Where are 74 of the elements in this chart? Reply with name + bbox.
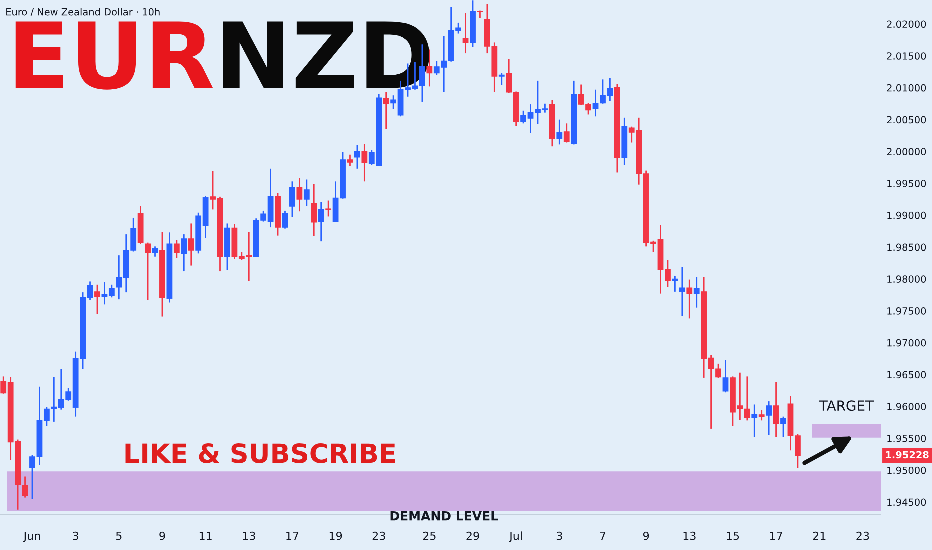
x-tick-label: Jun [23,532,40,542]
y-tick-label: 2.02000 [887,20,926,28]
band-label: DEMAND LEVEL [390,512,498,521]
candlestick [758,410,765,422]
y-tick-label: 1.95000 [888,466,926,474]
candlestick [347,154,354,168]
candlestick [304,179,310,208]
candlestick [564,122,570,144]
candlestick [766,400,772,436]
candlestick [362,143,368,182]
y-tick-label: 1.98500 [888,244,926,252]
band-label: TARGET [819,400,874,412]
y-tick-label: 1.99500 [888,180,926,188]
candlestick [354,144,360,170]
candlestick [672,275,678,293]
y-tick-label: 2.00000 [887,148,926,156]
x-tick-label: 13 [243,532,256,540]
annotation: LIKE & SUBSCRIBE [126,443,396,464]
x-tick-label: 5 [116,532,122,540]
y-tick-label: 2.01500 [887,52,926,60]
x-tick-label: 7 [600,532,606,540]
x-tick-label: 15 [727,532,740,540]
y-tick-label: 2.00500 [887,116,926,124]
x-tick-label: 17 [286,532,299,540]
candlestick [282,210,288,230]
x-tick-label: 9 [643,532,650,540]
x-tick-label: 9 [160,532,166,540]
candlestick [462,12,469,54]
candlestick [780,416,786,438]
candlestick [752,404,758,438]
candlestick [296,178,303,212]
candlestick [174,240,180,259]
x-tick-label: 21 [813,532,826,540]
y-tick-label: 1.96000 [888,403,926,410]
candlestick [311,184,318,238]
candlestick [556,119,563,146]
x-tick-label: 17 [770,532,782,540]
x-tick-label: 19 [330,532,342,540]
candlestick [145,242,151,301]
y-tick-label: 2.01000 [887,84,926,92]
candlestick [326,200,332,218]
candlestick [498,72,505,86]
x-tick-label: 11 [200,532,212,540]
y-tick-label: 1.99000 [888,212,926,220]
x-tick-label: 13 [684,532,696,540]
candlestick [188,223,194,266]
x-tick-label: 23 [372,532,386,540]
x-tick-label: 3 [556,532,562,540]
candlestick [152,246,158,258]
candlestick [22,476,28,498]
candlestick [686,279,693,320]
text: Euro / New Zealand Dollar · 10h [6,8,160,17]
x-tick-label: 29 [466,532,480,540]
candlestick [181,234,188,272]
candlestick [592,89,599,118]
y-tick-label: 1.94500 [888,498,926,506]
y-tick-label: 1.97500 [888,308,926,315]
candlestick [290,180,296,218]
x-tick-label: 25 [423,532,436,540]
candlestick [318,201,324,242]
y-tick-label: 1.96500 [888,371,926,379]
text: 1.95228 [886,451,929,459]
candlestick [694,276,700,309]
y-tick-label: 1.95500 [888,434,926,442]
y-tick-label: 1.98000 [888,276,926,284]
candlestick [722,359,729,394]
candlestick [383,92,390,130]
candlestick [773,382,780,438]
candlestick [94,284,100,315]
x-tick-label: Jul [509,532,522,542]
y-tick-label: 1.97000 [888,339,926,347]
x-tick-label: 3 [73,532,78,540]
candlestick [679,266,686,317]
x-tick-label: 23 [856,532,870,540]
